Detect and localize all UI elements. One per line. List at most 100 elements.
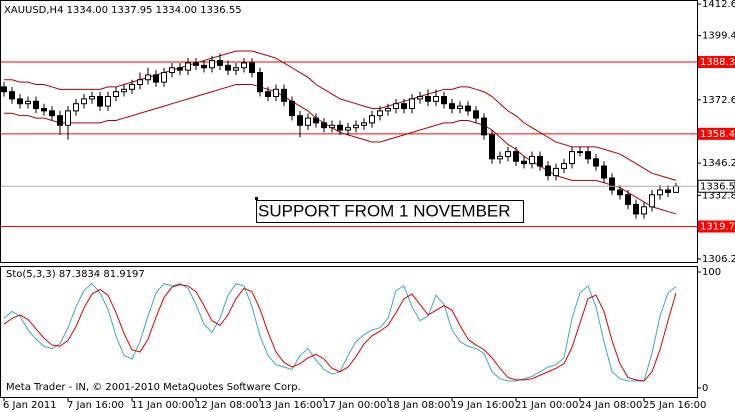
candle-body — [89, 96, 95, 100]
x-tick-label: 6 Jan 2011 — [3, 400, 57, 411]
candle-body — [377, 110, 383, 117]
candle-body — [633, 203, 639, 215]
candle-body — [305, 117, 311, 126]
candle-body — [241, 62, 247, 69]
candle-body — [97, 96, 103, 107]
copyright: Meta Trader - IN, © 2001-2010 MetaQuotes… — [6, 382, 301, 393]
candle-body — [449, 103, 455, 109]
candle-body — [329, 124, 335, 129]
candle-body — [497, 155, 503, 160]
y-tick-label: 1372.60 — [702, 95, 735, 106]
candle-body — [345, 127, 351, 131]
last-price-label: 1336.55 — [700, 181, 735, 192]
candle-body — [217, 60, 223, 66]
annotation-anchor — [255, 197, 258, 200]
y-tick-label: 100 — [702, 267, 721, 278]
candle-body — [369, 115, 375, 124]
candle-body — [425, 96, 431, 102]
x-tick-label: 7 Jan 16:00 — [67, 400, 124, 411]
candle-body — [609, 177, 615, 191]
candle-body — [137, 79, 143, 86]
last-price-bg — [697, 179, 735, 193]
candle-body — [625, 194, 631, 205]
y-tick-label: 0 — [702, 383, 708, 394]
candle-body — [17, 98, 23, 105]
candle-body — [321, 122, 327, 129]
candle-body — [145, 74, 151, 81]
candle-body — [25, 100, 31, 105]
candle-body — [65, 110, 71, 126]
candle-body — [393, 103, 399, 109]
level-label-bg — [698, 127, 735, 140]
candle-body — [1, 86, 7, 93]
candle-body — [73, 103, 79, 112]
x-tick-label: 21 Jan 00:00 — [515, 400, 578, 411]
y-tick-label: 1346.20 — [702, 158, 735, 169]
candle-body — [457, 105, 463, 109]
candle-body — [601, 165, 607, 179]
candle-body — [433, 96, 439, 102]
candle-body — [561, 163, 567, 169]
level-label-bg — [698, 56, 735, 69]
candle-body — [193, 62, 199, 66]
candle-body — [313, 117, 319, 124]
candle-body — [9, 91, 15, 100]
price-panel — [0, 0, 698, 263]
candle-body — [641, 206, 647, 215]
candle-body — [265, 91, 271, 98]
candle-body — [673, 185, 679, 193]
stochastic-panel — [0, 266, 698, 398]
candle-body — [233, 67, 239, 71]
candle-body — [505, 151, 511, 157]
candle-body — [129, 84, 135, 90]
y-tick-label: 1399.40 — [702, 31, 735, 42]
candle-body — [617, 189, 623, 196]
level-label: 1388.39 — [700, 57, 735, 68]
level-label-bg — [698, 220, 735, 233]
candle-body — [409, 98, 415, 109]
candle-body — [209, 60, 215, 69]
candle-body — [417, 96, 423, 100]
y-tick-label: 1412.60 — [702, 0, 735, 10]
candle-body — [473, 110, 479, 119]
candle-body — [585, 151, 591, 160]
candle-body — [553, 167, 559, 177]
stochastic-line — [3, 284, 677, 382]
candle-body — [41, 107, 47, 112]
candle-body — [81, 98, 87, 105]
candle-body — [49, 110, 55, 117]
candle-body — [297, 115, 303, 126]
candle-body — [593, 158, 599, 167]
candle-body — [529, 155, 535, 165]
candle-body — [185, 62, 191, 71]
candle-body — [177, 67, 183, 71]
candle-body — [361, 122, 367, 126]
candle-body — [353, 124, 359, 129]
candle-body — [273, 88, 279, 98]
price-title: XAUUSD,H4 1334.00 1337.95 1334.00 1336.5… — [4, 5, 242, 16]
x-tick-label: 19 Jan 16:00 — [451, 400, 514, 411]
x-tick-label: 25 Jan 16:00 — [643, 400, 706, 411]
candle-body — [521, 160, 527, 165]
y-tick-label: 1332.80 — [702, 190, 735, 201]
candle-body — [153, 74, 159, 83]
x-tick-label: 24 Jan 08:00 — [579, 400, 642, 411]
x-tick-label: 12 Jan 08:00 — [195, 400, 258, 411]
candle-body — [289, 100, 295, 117]
candle-body — [665, 189, 671, 193]
y-tick-label: 1306.20 — [702, 254, 735, 265]
annotation: SUPPORT FROM 1 NOVEMBER — [258, 201, 511, 220]
candle-body — [401, 103, 407, 109]
x-tick-label: 13 Jan 16:00 — [259, 400, 322, 411]
stochastic-title: Sto(5,3,3) 87.3834 81.9197 — [6, 269, 145, 280]
candle-body — [257, 72, 263, 93]
level-label: 1358.42 — [700, 129, 735, 140]
candle-body — [105, 96, 111, 107]
candle-body — [577, 151, 583, 154]
candle-body — [169, 67, 175, 74]
candle-body — [57, 115, 63, 126]
candle-body — [33, 100, 39, 109]
candle-body — [649, 194, 655, 208]
annotation-box — [256, 200, 524, 223]
